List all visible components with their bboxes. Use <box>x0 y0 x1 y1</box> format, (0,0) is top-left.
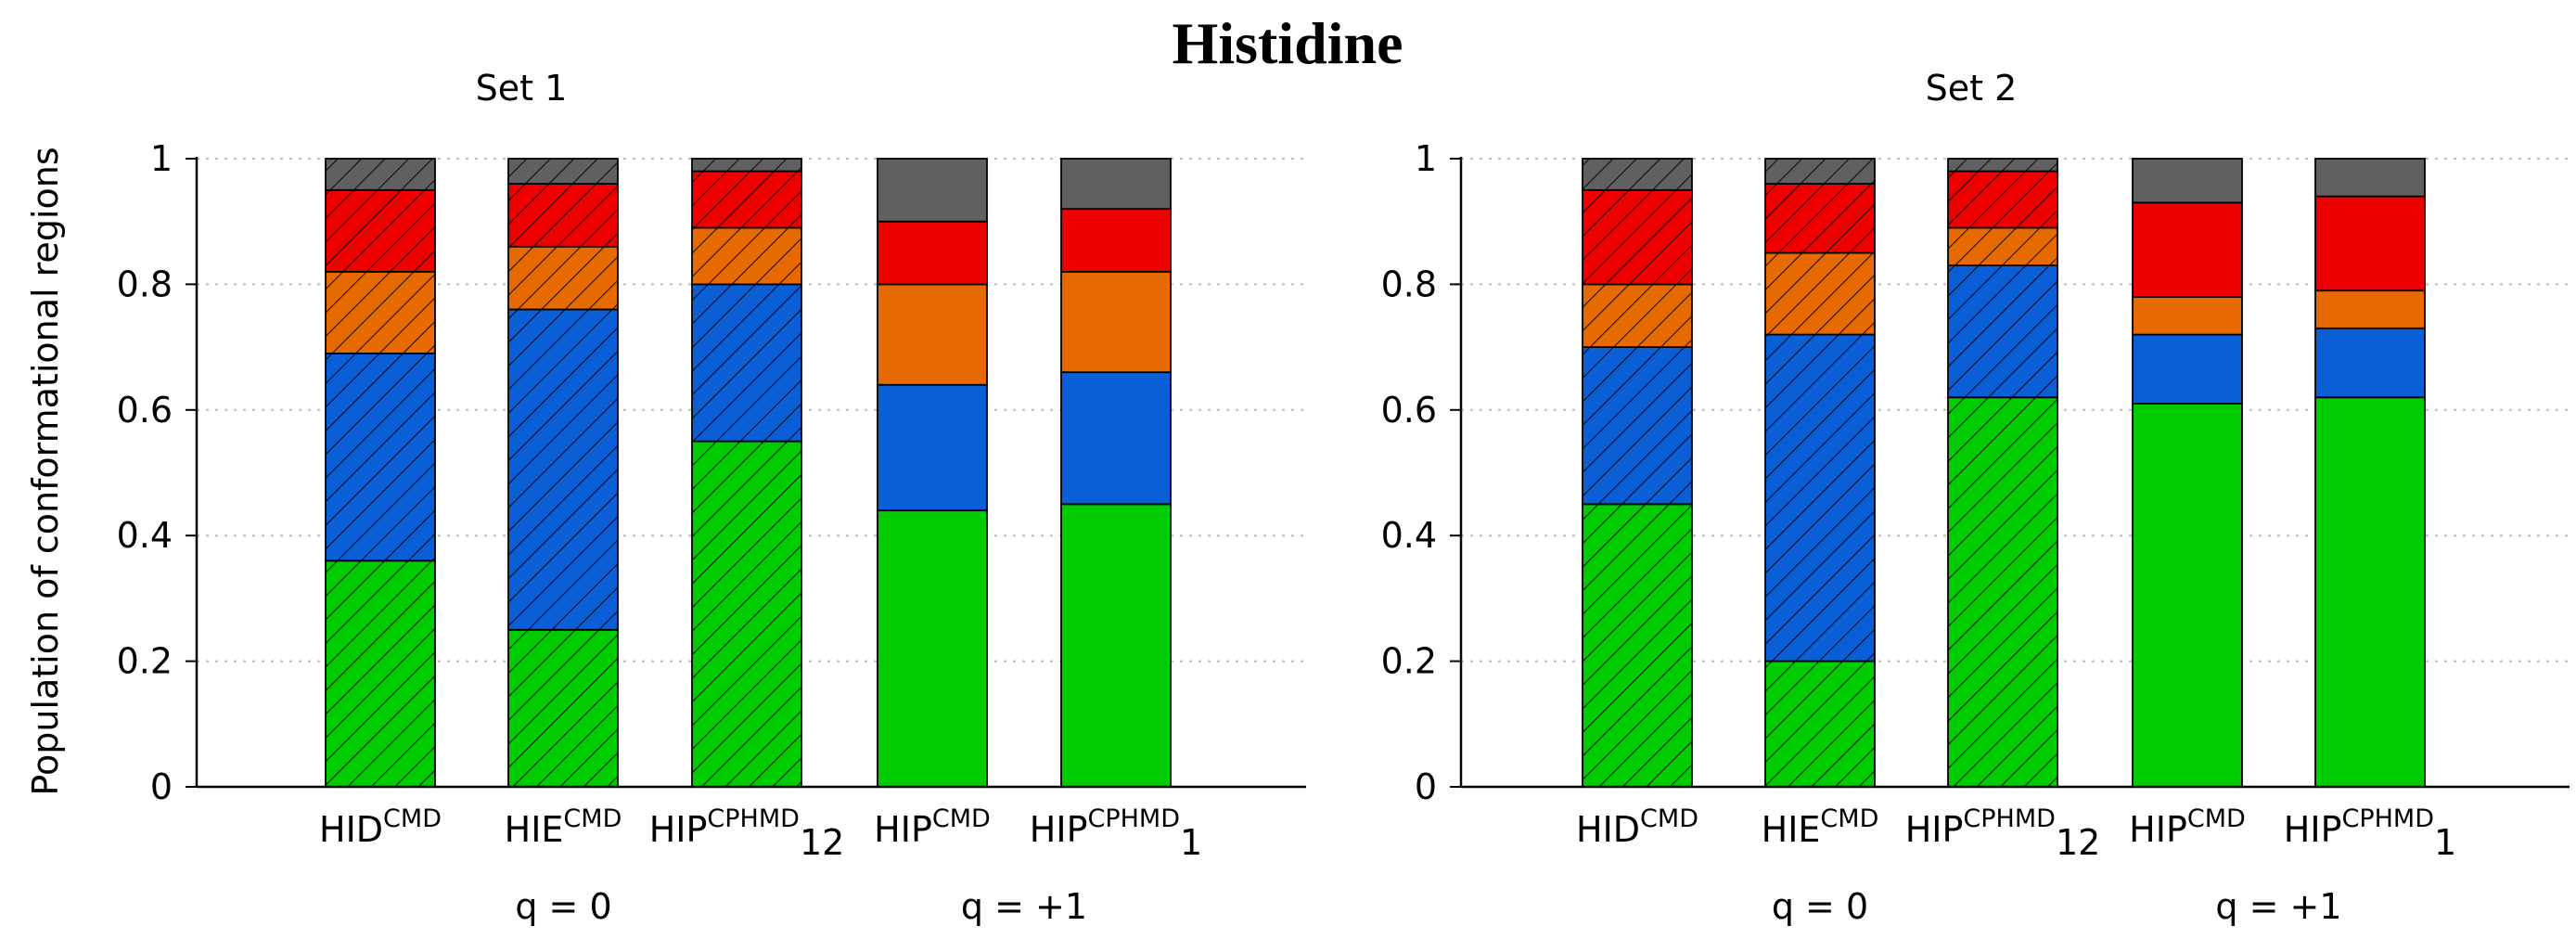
bar-segment-orange <box>1060 270 1172 374</box>
bar-segment-green <box>1764 660 1876 788</box>
bar-segment-red <box>325 188 436 273</box>
bar-segment-orange <box>325 270 436 354</box>
bar-segment-gray <box>691 158 802 173</box>
y-tick-label: 0.8 <box>117 264 173 304</box>
bar-segment-blue <box>877 383 988 512</box>
figure-title: Histidine <box>1173 10 1403 76</box>
x-category-label: HIDCMD <box>1576 804 1698 850</box>
y-tick-label: 0.6 <box>117 390 173 431</box>
bar-segment-orange <box>2132 296 2243 336</box>
bar-segment-green <box>2132 403 2243 788</box>
bar-segment-blue <box>1582 346 1693 506</box>
bar-segment-orange <box>2314 289 2426 329</box>
bar-segment-orange <box>1947 226 2058 266</box>
y-tick-label: 0.2 <box>1381 641 1437 682</box>
panel-title: Set 2 <box>1926 68 2018 109</box>
bar-segment-red <box>877 220 988 286</box>
x-category-label: HIPCMD <box>874 804 991 850</box>
bar-segment-blue <box>2314 327 2426 399</box>
bar-segment-blue <box>1764 333 1876 663</box>
y-tick-label: 0.4 <box>117 515 173 556</box>
x-category-label: HIDCMD <box>319 804 442 850</box>
y-tick-label: 1 <box>150 138 173 179</box>
x-group-label: q = 0 <box>1772 886 1868 927</box>
bar-segment-green <box>507 628 619 788</box>
x-category-label: HIPCMD <box>2129 804 2246 850</box>
bar-segment-gray <box>325 158 436 191</box>
x-group-label: q = +1 <box>2215 886 2341 927</box>
panel-set-2: Set 2 0 0.2 0.4 0.6 0.8 1 HIDCMD HIECMD HIPCPHMD… <box>1381 68 2570 927</box>
bar-segment-orange <box>691 226 802 286</box>
bar-segment-green <box>325 560 436 788</box>
bar-segment-gray <box>1764 158 1876 185</box>
bar-segment-gray <box>1947 158 2058 173</box>
bar-segment-green <box>1582 503 1693 788</box>
x-group-label: q = 0 <box>515 886 611 927</box>
bar-segment-green <box>877 509 988 788</box>
bar-segment-green <box>1947 396 2058 788</box>
y-tick-label: 1 <box>1415 138 1437 179</box>
bar-segment-gray <box>2132 158 2243 204</box>
bar-segment-red <box>507 183 619 248</box>
y-tick-label: 0 <box>1415 766 1437 807</box>
x-group-label: q = +1 <box>961 886 1087 927</box>
x-category-label: HIECMD <box>1762 804 1879 850</box>
x-category-label: HIPCPHMD1 <box>2284 804 2456 863</box>
panel-set-1: Set 1 Population of conformational regio… <box>25 68 1306 927</box>
axes <box>186 157 1306 789</box>
bar-segment-orange <box>1582 283 1693 348</box>
bar-stacks <box>1582 158 2426 788</box>
bar-segment-red <box>2132 201 2243 298</box>
bar-segment-green <box>2314 396 2426 788</box>
bar-segment-gray <box>2314 158 2426 198</box>
bar-segment-blue <box>325 352 436 562</box>
bar-segment-blue <box>1947 264 2058 399</box>
bar-segment-gray <box>507 158 619 185</box>
axis-labels: 0 0.2 0.4 0.6 0.8 1 HIDCMD HIECMD HIPCPHMD12 HIPC… <box>1381 138 2457 927</box>
y-tick-label: 0.8 <box>1381 264 1437 304</box>
bar-segment-green <box>691 440 802 788</box>
bar-segment-gray <box>1582 158 1693 191</box>
y-tick-label: 0.4 <box>1381 515 1437 556</box>
bar-segment-red <box>1060 208 1172 273</box>
bar-segment-blue <box>507 308 619 631</box>
y-tick-label: 0 <box>150 766 173 807</box>
bar-segment-red <box>1582 188 1693 286</box>
x-category-label: HIPCPHMD1 <box>1030 804 1202 863</box>
bar-segment-red <box>1947 170 2058 229</box>
y-tick-label: 0.6 <box>1381 390 1437 431</box>
bar-stacks <box>325 158 1172 788</box>
bar-segment-gray <box>1060 158 1172 211</box>
bar-segment-red <box>1764 183 1876 254</box>
x-category-label: HIECMD <box>505 804 622 850</box>
bar-segment-blue <box>2132 333 2243 405</box>
panel-title: Set 1 <box>476 68 568 109</box>
bar-segment-blue <box>1060 371 1172 506</box>
bar-segment-orange <box>507 245 619 311</box>
y-tick-label: 0.2 <box>117 641 173 682</box>
bar-segment-gray <box>877 158 988 223</box>
bar-segment-orange <box>1764 251 1876 336</box>
bar-segment-blue <box>691 283 802 443</box>
x-category-label: HIPCPHMD12 <box>1905 804 2101 863</box>
bar-segment-red <box>2314 195 2426 292</box>
axis-labels: 0 0.2 0.4 0.6 0.8 1 HIDCMD HIECMD HIPCPHMD12 HIPC… <box>117 138 1203 927</box>
y-axis-label: Population of conformational regions <box>25 147 66 795</box>
bar-segment-red <box>691 170 802 229</box>
bar-segment-orange <box>877 283 988 386</box>
bar-segment-green <box>1060 503 1172 788</box>
x-category-label: HIPCPHMD12 <box>649 804 845 863</box>
axes <box>1450 157 2570 789</box>
